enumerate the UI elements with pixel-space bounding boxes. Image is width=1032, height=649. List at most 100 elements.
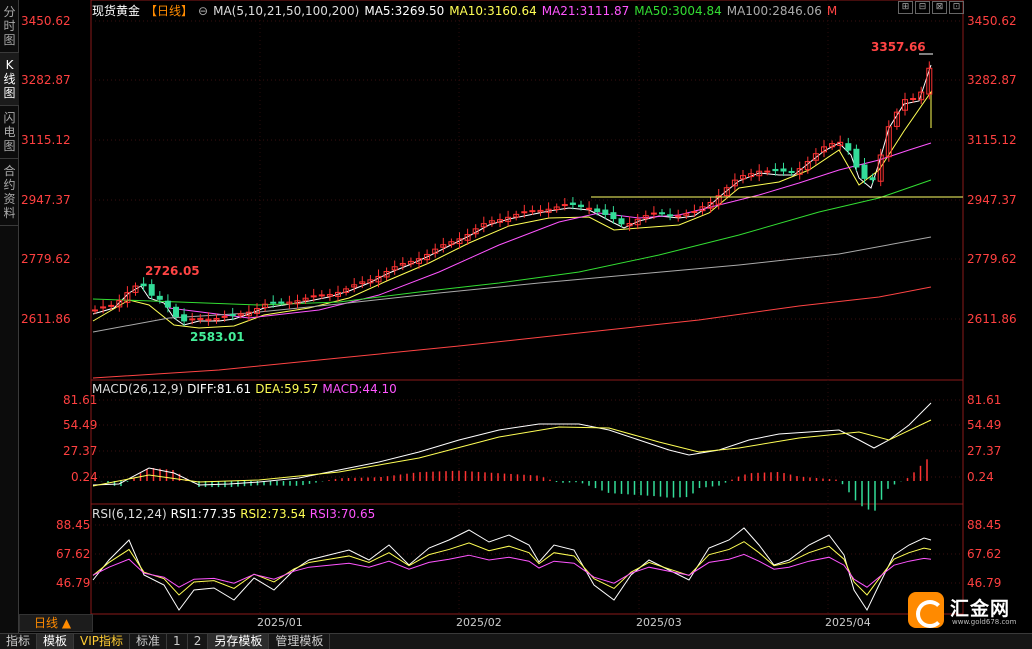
- candle-body: [164, 300, 171, 308]
- macd-diff-line: [92, 402, 932, 486]
- candle-body: [367, 279, 374, 284]
- rsi-axis-left-0: 88.45: [56, 518, 90, 532]
- candle-body: [853, 148, 860, 168]
- ma50-line: [92, 179, 932, 306]
- candle-body: [893, 111, 900, 127]
- ma21-value: MA21:3111.87: [541, 4, 630, 18]
- candle-body: [626, 223, 633, 227]
- tab-layout-2[interactable]: 2: [188, 634, 209, 649]
- period-selector-button[interactable]: 日线 ▲: [19, 614, 93, 632]
- annotation-mid: 2726.05: [145, 264, 200, 278]
- macd-indicator: [92, 402, 932, 511]
- macd-label[interactable]: MACD(26,12,9): [92, 382, 184, 396]
- settings-toggle-icon[interactable]: ⊖: [198, 4, 209, 18]
- close-panel-icon[interactable]: ⊠: [932, 1, 947, 14]
- macd-header: MACD(26,12,9) DIFF:81.61 DEA:59.57 MACD:44.…: [92, 382, 401, 396]
- candle-body: [723, 187, 730, 197]
- rsi3-value: RSI3:70.65: [309, 507, 376, 521]
- macd-axis-left-3: 0.24: [71, 470, 98, 484]
- tab-layout-1[interactable]: 1: [167, 634, 188, 649]
- rsi1-line: [92, 527, 932, 612]
- side-tabs: 分时图 K线图 闪电图 合约资料: [0, 0, 19, 633]
- candle-body: [529, 210, 536, 213]
- macd-dea-line: [92, 419, 932, 487]
- maximize-panel-icon[interactable]: ⊡: [949, 1, 964, 14]
- tab-vip-indicators[interactable]: VIP指标: [74, 634, 131, 649]
- rsi-axis-left-1: 67.62: [56, 547, 90, 561]
- annotation-high: 3357.66: [871, 40, 926, 54]
- layout-grid-icon[interactable]: ⊞: [898, 1, 913, 14]
- candle-body: [92, 309, 98, 312]
- candle-body: [561, 204, 568, 207]
- layout-split-icon[interactable]: ⊟: [915, 1, 930, 14]
- bottom-tab-bar: 指标 模板 VIP指标 标准 1 2 另存模板 管理模板: [0, 633, 1032, 649]
- tab-standard[interactable]: 标准: [130, 634, 168, 649]
- tab-contract-info[interactable]: 合约资料: [0, 159, 19, 226]
- candle-body: [343, 288, 350, 293]
- candle-body: [650, 212, 657, 215]
- instrument-title[interactable]: 现货黄金: [92, 4, 141, 18]
- rsi-axis-right-0: 88.45: [967, 518, 1001, 532]
- tab-timeshare[interactable]: 分时图: [0, 0, 19, 53]
- candle-body: [812, 153, 819, 161]
- candle-body: [197, 317, 204, 321]
- candle-body: [715, 195, 722, 205]
- main-axis-right-2: 3115.12: [967, 133, 1017, 147]
- candle-body: [642, 215, 649, 219]
- candle-body: [448, 241, 455, 246]
- candle-body: [861, 164, 868, 179]
- rsi-axis-right-2: 46.79: [967, 576, 1001, 590]
- candle-body: [310, 295, 317, 298]
- candle-body: [132, 285, 139, 293]
- candle-body: [181, 314, 188, 322]
- rsi-indicator: [92, 527, 932, 612]
- macd-macd-value: MACD:44.10: [322, 382, 397, 396]
- candle-body: [359, 281, 366, 284]
- main-axis-right-0: 3450.62: [967, 14, 1017, 28]
- ma-parameters[interactable]: MA(5,10,21,50,100,200): [213, 4, 360, 18]
- main-axis-left-1: 3282.87: [21, 73, 71, 87]
- macd-axis-left-2: 27.37: [63, 444, 97, 458]
- rsi-axis-right-1: 67.62: [967, 547, 1001, 561]
- candle-body: [618, 218, 625, 225]
- candle-body: [351, 284, 358, 288]
- candle-body: [464, 234, 471, 241]
- rsi-axis-left-2: 46.79: [56, 576, 90, 590]
- candle-body: [740, 175, 746, 180]
- candle-body: [480, 223, 487, 228]
- chart-canvas[interactable]: 3450.62 3282.87 3115.12 2947.37 2779.62 …: [19, 0, 1032, 633]
- ma21-line: [168, 142, 932, 319]
- candle-body: [837, 141, 844, 146]
- tab-manage-templates[interactable]: 管理模板: [269, 634, 331, 649]
- candlesticks: [92, 61, 933, 327]
- candle-body: [877, 154, 884, 182]
- candle-body: [691, 211, 698, 214]
- tab-save-template[interactable]: 另存模板: [208, 634, 270, 649]
- x-axis: 2025/01 2025/02 2025/03 2025/04: [257, 616, 871, 629]
- candle-body: [659, 212, 665, 215]
- candle-body: [804, 161, 811, 171]
- tab-indicators[interactable]: 指标: [0, 634, 38, 649]
- rsi1-value: RSI1:77.35: [170, 507, 237, 521]
- candle-body: [302, 297, 309, 301]
- candle-body: [140, 283, 147, 287]
- candle-body: [432, 248, 439, 254]
- candle-body: [245, 311, 252, 317]
- macd-axis-right-2: 27.37: [967, 444, 1001, 458]
- tab-flash-chart[interactable]: 闪电图: [0, 106, 19, 159]
- candle-body: [505, 216, 512, 222]
- main-axis-right-5: 2611.86: [967, 312, 1017, 326]
- tab-kline[interactable]: K线图: [0, 53, 19, 106]
- candle-body: [472, 228, 479, 235]
- candle-body: [764, 170, 771, 173]
- candle-body: [399, 262, 406, 266]
- rsi-label[interactable]: RSI(6,12,24): [92, 507, 167, 521]
- tab-templates[interactable]: 模板: [37, 634, 75, 649]
- candle-body: [416, 258, 422, 264]
- gold678-logo-icon: [908, 592, 944, 628]
- candle-body: [521, 211, 528, 214]
- annotation-low: 2583.01: [190, 330, 245, 344]
- candle-body: [845, 143, 852, 151]
- candle-body: [497, 219, 503, 223]
- main-panel-border: [90, 0, 964, 381]
